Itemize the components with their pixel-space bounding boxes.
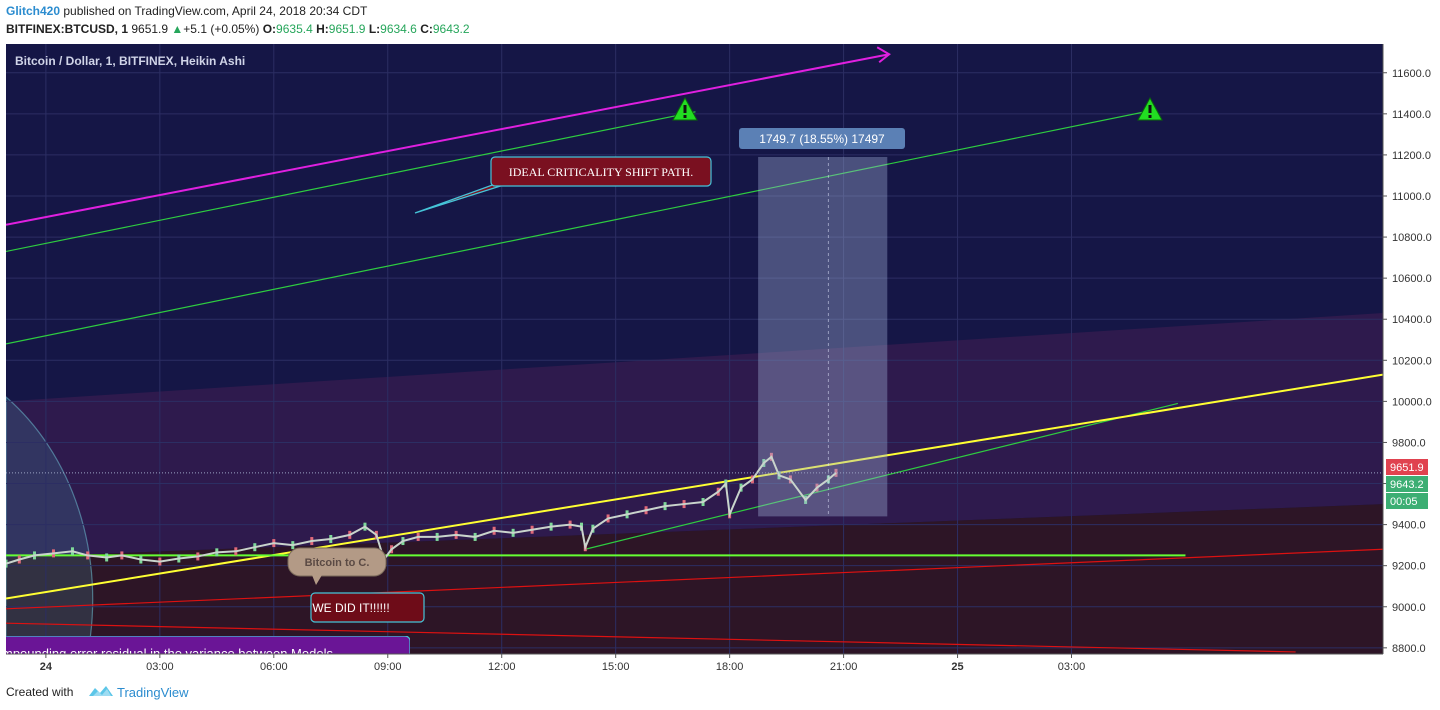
measure-label-box xyxy=(739,128,905,149)
triangle-up-icon: ▲ xyxy=(171,22,184,36)
created-with-text: Created with xyxy=(6,685,74,699)
trend-line-magenta[interactable] xyxy=(6,53,890,226)
trend-line-yellow[interactable] xyxy=(6,373,1383,600)
low-value: 9634.6 xyxy=(380,22,417,36)
close-value: 9643.2 xyxy=(432,22,470,36)
y-tick-label: 11400.0 xyxy=(1392,109,1431,121)
bitcoin-callout-pointer xyxy=(312,575,322,585)
y-tick-label: 9000.0 xyxy=(1392,602,1426,614)
warning-icon[interactable] xyxy=(1137,96,1163,121)
warning-icon[interactable] xyxy=(672,96,698,121)
y-tick-label: 8800.0 xyxy=(1392,643,1426,655)
last-price-tag xyxy=(1386,459,1428,475)
open-value: 9635.4 xyxy=(276,22,313,36)
y-tick-label: 11600.0 xyxy=(1392,68,1431,80)
trend-line-red-falling[interactable] xyxy=(6,622,1296,653)
y-tick-label: 10200.0 xyxy=(1392,355,1432,367)
y-tick-label: 9800.0 xyxy=(1392,437,1426,449)
x-tick-label: 15:00 xyxy=(602,661,630,673)
countdown-tag-text: 00:05 xyxy=(1390,496,1418,508)
trend-line-green-lower[interactable] xyxy=(585,402,1179,550)
tradingview-brand-link[interactable]: TradingView xyxy=(117,685,189,700)
x-tick-label: 21:00 xyxy=(830,661,858,673)
open-label: O: xyxy=(262,22,277,36)
bitcoin-callout-text: Bitcoin to C. xyxy=(305,557,370,569)
we-did-it-text: WE DID IT!!!!!! xyxy=(312,601,389,615)
magenta-arrowhead xyxy=(876,46,891,64)
x-tick-label: 24 xyxy=(40,661,53,673)
price-series-line xyxy=(6,455,837,565)
high-value: 9651.9 xyxy=(328,22,366,36)
y-tick-label: 10800.0 xyxy=(1392,232,1432,244)
time-axis[interactable]: 24 03:00 06:00 09:00 12:00 15:00 18:00 21:00 25 0… xyxy=(40,654,1086,673)
author-link[interactable]: Glitch420 xyxy=(6,4,61,18)
model-note-text: mpounding error residual in the variance… xyxy=(2,646,333,661)
close-label: C: xyxy=(420,22,433,36)
we-did-it-callout[interactable] xyxy=(310,592,425,623)
y-tick-label: 9400.0 xyxy=(1392,520,1426,532)
low-label: L: xyxy=(368,22,381,36)
chart-footer: Created with TradingView xyxy=(0,676,1440,710)
x-tick-label: 09:00 xyxy=(374,661,402,673)
x-tick-label: 06:00 xyxy=(260,661,288,673)
ideal-path-callout-text: IDEAL CRITICALITY SHIFT PATH. xyxy=(509,165,693,179)
high-label: H: xyxy=(316,22,329,36)
x-tick-label: 03:00 xyxy=(1058,661,1086,673)
y-tick-label: 10400.0 xyxy=(1392,314,1432,326)
bitcoin-callout[interactable] xyxy=(287,547,387,577)
y-tick-label: 11200.0 xyxy=(1392,150,1431,162)
symbol-label: BITFINEX:BTCUSD, 1 xyxy=(6,22,129,36)
chart-title: Bitcoin / Dollar, 1, BITFINEX, Heikin As… xyxy=(15,54,245,68)
ideal-path-callout[interactable] xyxy=(490,156,712,187)
published-text: published on TradingView.com, April 24, … xyxy=(63,4,368,18)
close-price-tag xyxy=(1386,476,1428,492)
price-change: +5.1 (+0.05%) xyxy=(183,22,260,36)
measure-label: 1749.7 (18.55%) 17497 xyxy=(759,132,885,146)
tradingview-logo-icon[interactable] xyxy=(88,683,114,699)
last-price-tag-text: 9651.9 xyxy=(1390,462,1424,474)
x-tick-label: 12:00 xyxy=(488,661,516,673)
model-note-box[interactable] xyxy=(0,636,410,662)
trend-line-green-upper[interactable] xyxy=(6,111,696,253)
y-tick-label: 10600.0 xyxy=(1392,273,1432,285)
chart-header: Glitch420 published on TradingView.com, … xyxy=(0,0,1440,42)
price-chart[interactable]: IDEAL CRITICALITY SHIFT PATH. Bitcoin to… xyxy=(0,42,1440,676)
y-tick-label: 10000.0 xyxy=(1392,396,1432,408)
x-tick-label: 18:00 xyxy=(716,661,744,673)
trend-line-green-mid[interactable] xyxy=(6,109,1156,345)
y-tick-label: 9200.0 xyxy=(1392,561,1426,573)
x-tick-label: 03:00 xyxy=(146,661,174,673)
close-price-tag-text: 9643.2 xyxy=(1390,479,1424,491)
publish-line: Glitch420 published on TradingView.com, … xyxy=(6,4,367,18)
ohlc-line: BITFINEX:BTCUSD, 1 9651.9 ▲+5.1 (+0.05%)… xyxy=(6,22,470,36)
measure-range-box[interactable] xyxy=(758,156,888,517)
purple-channel-band xyxy=(6,313,1383,558)
last-price: 9651.9 xyxy=(131,22,169,36)
trend-line-red-rising[interactable] xyxy=(6,548,1383,610)
countdown-tag xyxy=(1386,493,1428,509)
y-tick-label: 11000.0 xyxy=(1392,191,1431,203)
x-tick-label: 25 xyxy=(951,661,963,673)
